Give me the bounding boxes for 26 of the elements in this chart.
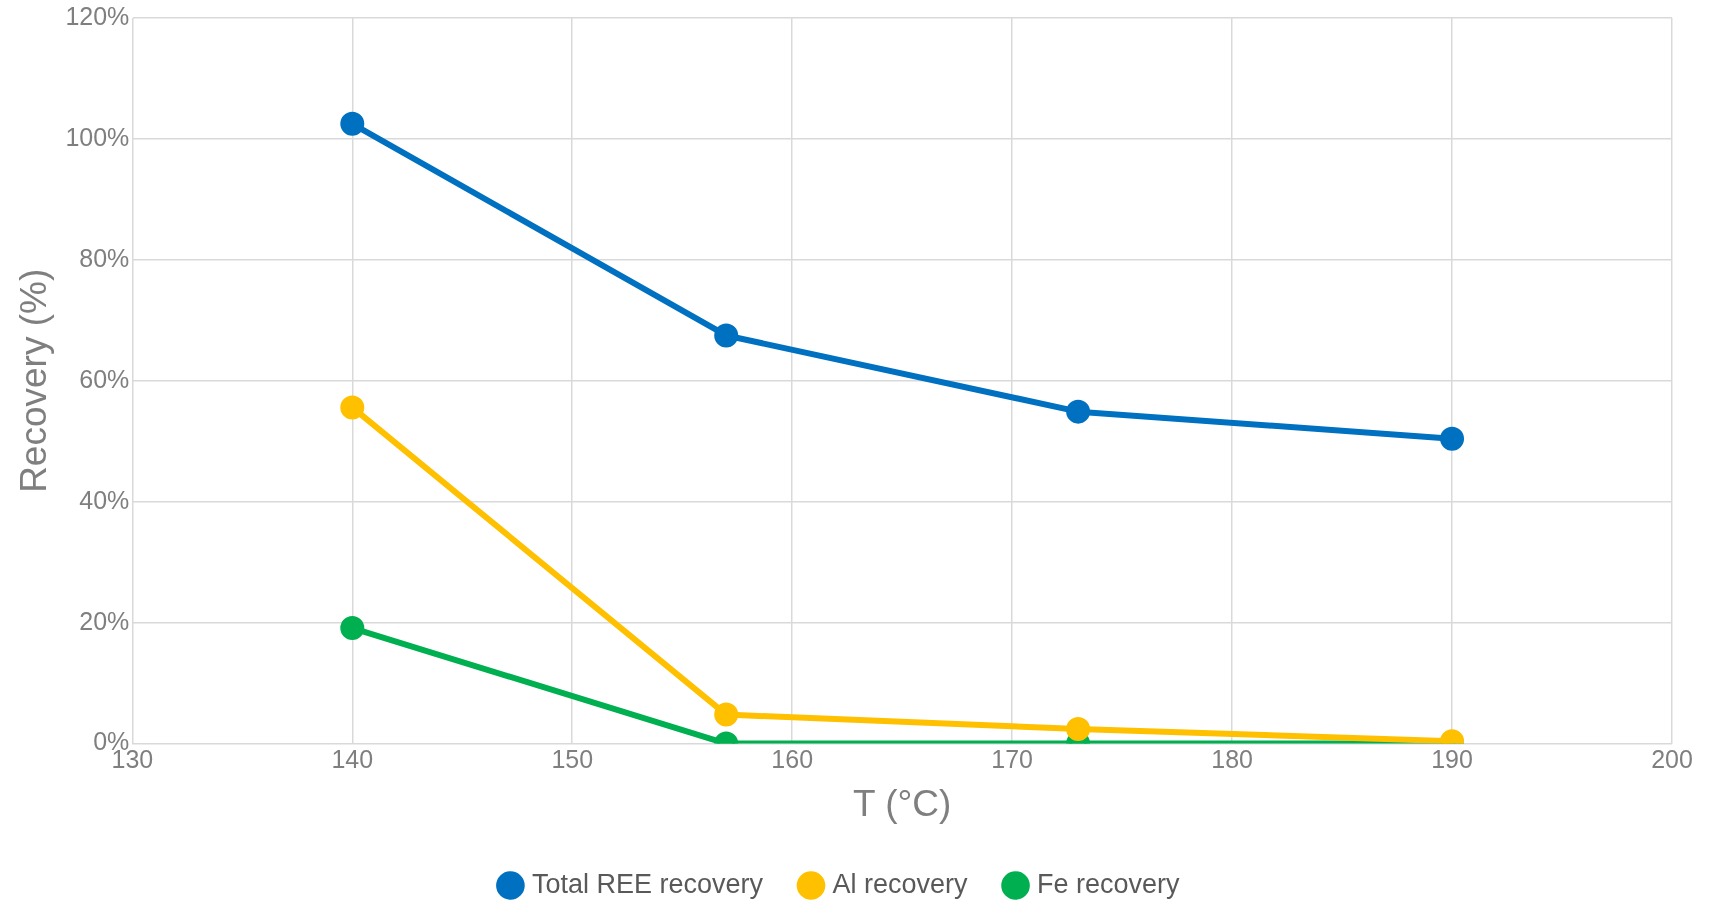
y-tick-label: 120%: [65, 1, 130, 30]
point: [1066, 717, 1091, 742]
point: [714, 323, 739, 348]
y-tick-label: 60%: [79, 364, 130, 393]
point: [340, 395, 365, 420]
x-tick-label: 200: [1651, 745, 1693, 774]
y-tick-label: 100%: [65, 122, 130, 151]
x-tick-label: 140: [331, 745, 374, 774]
y-tick-label: 80%: [79, 243, 130, 272]
point: [1066, 399, 1091, 424]
y-axis-title: Recovery (%): [13, 268, 55, 493]
x-tick-label: 160: [771, 745, 814, 774]
y-tick-label: 40%: [79, 485, 130, 514]
point: [340, 111, 365, 136]
point: [714, 702, 739, 727]
point: [1440, 426, 1465, 451]
legend-label: Total REE recovery: [531, 868, 764, 899]
x-tick-label: 180: [1211, 745, 1253, 774]
legend-label: Al recovery: [832, 868, 969, 899]
x-tick-label: 150: [551, 745, 594, 774]
x-tick-label: 190: [1431, 745, 1473, 774]
point: [340, 616, 365, 641]
legend-label: Fe recovery: [1037, 868, 1181, 899]
y-tick-label: 20%: [79, 606, 130, 635]
x-axis-title: T (°C): [852, 783, 952, 824]
x-tick-label: 170: [991, 745, 1034, 774]
